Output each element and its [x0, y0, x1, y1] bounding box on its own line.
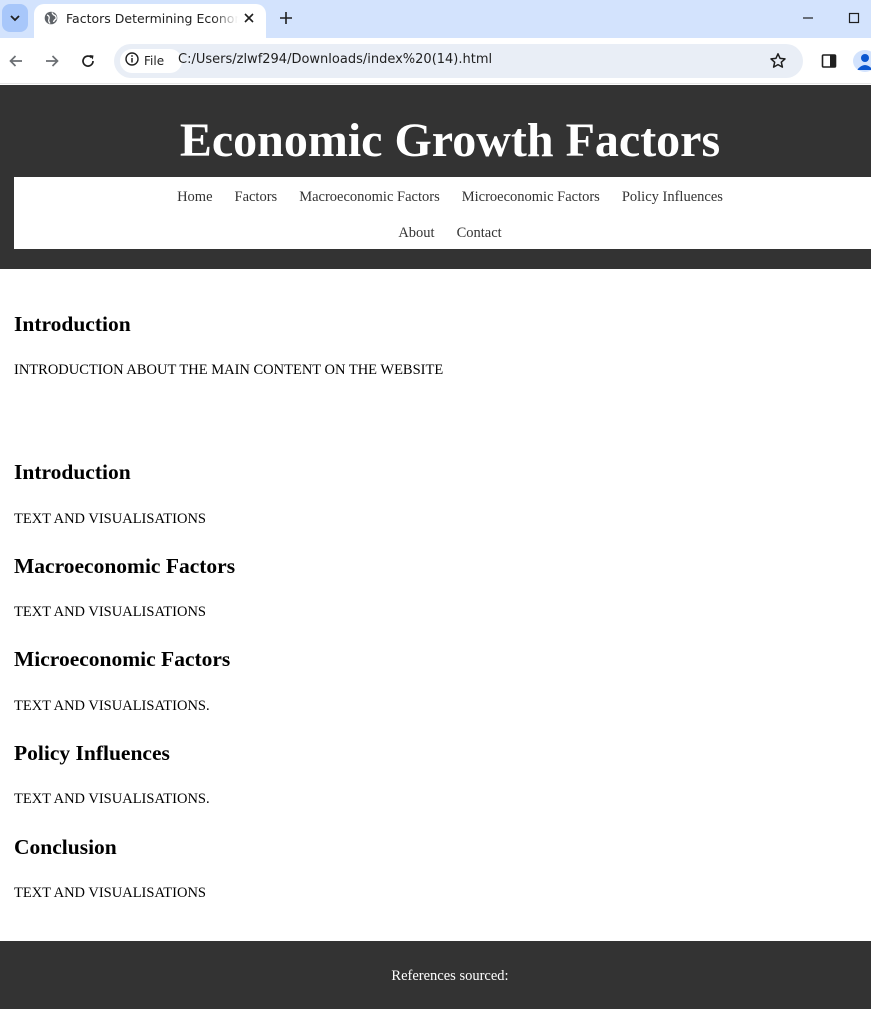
site-footer: References sourced:: [0, 941, 871, 1009]
maximize-icon[interactable]: [844, 8, 864, 28]
nav-row: Home Factors Macroeconomic Factors Microeco…: [14, 189, 871, 206]
web-page: Economic Growth Factors Home Factors Macro…: [0, 85, 871, 1009]
globe-icon: [44, 11, 58, 25]
site-info-chip[interactable]: File: [120, 49, 182, 73]
profile-icon[interactable]: [853, 50, 871, 72]
minimize-icon[interactable]: [798, 8, 818, 28]
browser-tab-strip: Factors Determining Economic Growth: [0, 0, 871, 38]
site-navigation: Home Factors Macroeconomic Factors Microeco…: [14, 177, 871, 249]
section-heading-macroeconomic: Macroeconomic Factors: [14, 554, 236, 578]
section-text: INTRODUCTION ABOUT THE MAIN CONTENT ON T…: [14, 362, 444, 378]
section-heading-conclusion: Conclusion: [14, 835, 117, 859]
nav-link-contact[interactable]: Contact: [456, 225, 502, 241]
nav-link-about[interactable]: About: [398, 225, 435, 241]
nav-link-macroeconomic-factors[interactable]: Macroeconomic Factors: [299, 189, 440, 205]
site-chip-label: File: [144, 54, 165, 68]
nav-link-factors[interactable]: Factors: [234, 189, 278, 205]
star-icon[interactable]: [768, 51, 788, 71]
browser-tab[interactable]: Factors Determining Economic Growth: [34, 4, 266, 38]
footer-text: References sourced:: [391, 968, 509, 984]
section-text: TEXT AND VISUALISATIONS: [14, 885, 206, 901]
address-bar[interactable]: File C:/Users/zlwf294/Downloads/index%20…: [114, 44, 803, 78]
back-arrow-icon[interactable]: [5, 50, 27, 72]
browser-toolbar: File C:/Users/zlwf294/Downloads/index%20…: [0, 38, 871, 84]
section-heading-microeconomic: Microeconomic Factors: [14, 647, 231, 671]
section-text: TEXT AND VISUALISATIONS: [14, 511, 206, 527]
nav-row: About Contact: [14, 225, 871, 242]
section-heading-introduction: Introduction: [14, 312, 131, 336]
forward-arrow-icon[interactable]: [41, 50, 63, 72]
section-text: TEXT AND VISUALISATIONS: [14, 604, 206, 620]
section-text: TEXT AND VISUALISATIONS.: [14, 791, 210, 807]
tab-title: Factors Determining Economic Growth: [66, 11, 238, 26]
section-text: TEXT AND VISUALISATIONS.: [14, 698, 210, 714]
nav-link-policy-influences[interactable]: Policy Influences: [621, 189, 723, 205]
plus-icon[interactable]: [276, 8, 296, 28]
nav-link-microeconomic-factors[interactable]: Microeconomic Factors: [461, 189, 600, 205]
nav-link-home[interactable]: Home: [177, 189, 213, 205]
side-panel-icon[interactable]: [818, 50, 840, 72]
reload-icon[interactable]: [77, 50, 99, 72]
site-title: Economic Growth Factors: [179, 114, 721, 167]
tab-search-icon[interactable]: [2, 4, 28, 32]
section-heading-policy: Policy Influences: [14, 741, 170, 765]
info-icon: [125, 51, 139, 71]
site-header: Economic Growth Factors Home Factors Macro…: [0, 85, 871, 269]
section-heading-introduction-2: Introduction: [14, 460, 131, 484]
url-text[interactable]: C:/Users/zlwf294/Downloads/index%20(14).…: [178, 52, 493, 67]
close-icon[interactable]: [240, 9, 258, 27]
